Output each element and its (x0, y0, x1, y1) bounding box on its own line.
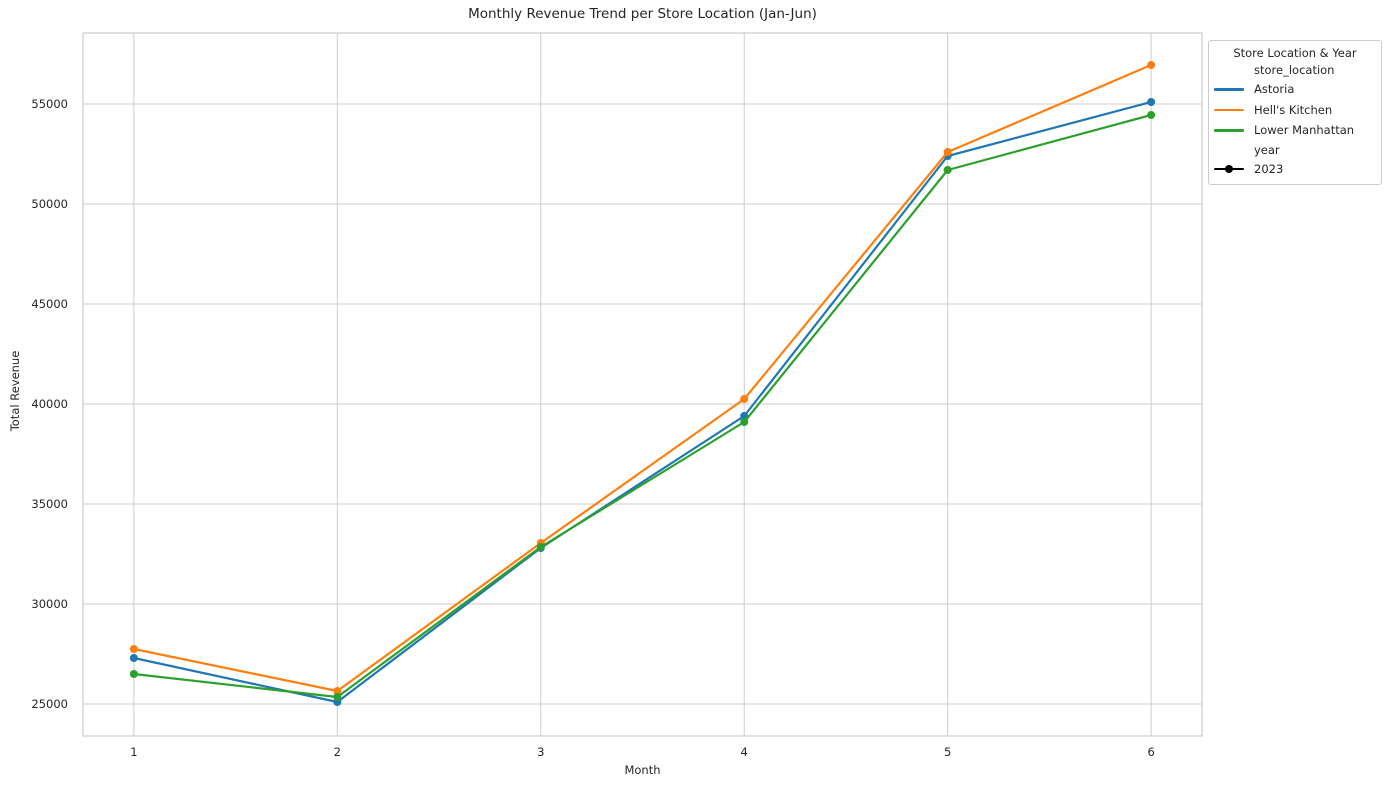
legend: Store Location & Year store_location Ast… (1208, 40, 1382, 185)
legend-line-swatch (1214, 99, 1244, 120)
legend-entry-lower-manhattan: Lower Manhattan (1209, 120, 1381, 141)
legend-line-swatch (1214, 158, 1244, 179)
y-axis-label: Total Revenue (8, 350, 22, 432)
x-tick-label: 5 (944, 745, 952, 759)
axes-spines (82, 32, 1203, 737)
series-line-lower-manhattan (133, 113, 1152, 699)
legend-entry-2023: 2023 (1209, 159, 1381, 180)
legend-title: Store Location & Year (1233, 46, 1357, 60)
data-point (129, 654, 138, 662)
y-tick-label: 40000 (31, 396, 68, 411)
data-series (129, 61, 1156, 706)
data-point (333, 693, 342, 701)
x-tick-label: 2 (333, 745, 341, 759)
x-tick-label: 1 (130, 745, 138, 759)
x-tick-label: 6 (1147, 745, 1155, 759)
legend-hue-subtitle: store_location (1254, 63, 1335, 77)
x-tick-label: 4 (740, 745, 748, 759)
y-tick-label: 25000 (31, 696, 68, 711)
x-axis-label: Month (624, 763, 661, 777)
grid-lines (83, 33, 1202, 736)
data-point (129, 670, 138, 678)
data-point (740, 395, 749, 403)
series-line-hell-s-kitchen (133, 63, 1152, 693)
legend-entry-hell-s-kitchen: Hell's Kitchen (1209, 100, 1381, 121)
legend-series-entries: Astoria Hell's Kitchen Lower Manhattan (1209, 79, 1381, 141)
series-line-astoria (133, 100, 1152, 704)
legend-item-label: Lower Manhattan (1254, 123, 1355, 138)
x-tick-label: 3 (537, 745, 545, 759)
data-point (536, 543, 545, 551)
chart-title: Monthly Revenue Trend per Store Location… (468, 6, 817, 22)
legend-item-label: 2023 (1254, 161, 1284, 176)
data-point (740, 418, 749, 426)
data-point (1147, 111, 1156, 119)
legend-item-label: Hell's Kitchen (1254, 102, 1333, 117)
plot-border (82, 32, 1203, 737)
data-point (333, 687, 342, 695)
y-tick-label: 45000 (31, 296, 68, 311)
y-tick-label: 35000 (31, 496, 68, 511)
legend-item-label: Astoria (1254, 82, 1295, 97)
data-point (1147, 61, 1156, 69)
data-point (943, 148, 952, 156)
data-point (129, 645, 138, 653)
legend-line-swatch (1214, 120, 1244, 141)
data-point (943, 166, 952, 174)
legend-style-subtitle: year (1254, 142, 1280, 157)
legend-line-swatch (1214, 79, 1244, 100)
legend-style-entries: 2023 (1209, 159, 1381, 180)
y-tick-label: 55000 (31, 96, 68, 111)
y-tick-label: 30000 (31, 596, 68, 611)
legend-entry-astoria: Astoria (1209, 79, 1381, 100)
data-point (1147, 98, 1156, 106)
y-tick-label: 50000 (31, 196, 68, 211)
